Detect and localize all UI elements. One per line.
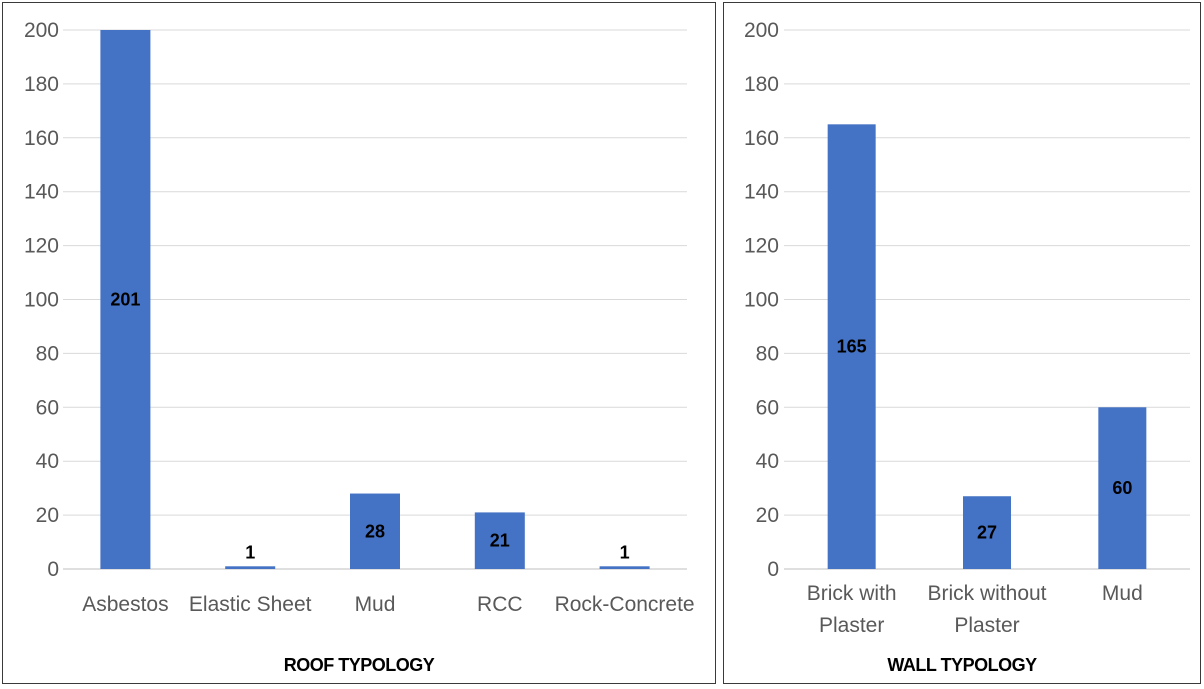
data-label: 60: [1112, 478, 1132, 498]
y-tick-label: 0: [767, 558, 779, 581]
y-tick-label: 140: [24, 181, 59, 204]
y-tick-label: 160: [24, 127, 59, 150]
category-label: Asbestos: [82, 593, 168, 616]
roof-x-axis-title: ROOF TYPOLOGY: [283, 655, 435, 675]
data-label: 165: [837, 337, 867, 357]
y-tick-label: 100: [744, 289, 779, 312]
y-tick-label: 80: [756, 342, 779, 365]
y-tick-label: 120: [744, 235, 779, 258]
y-tick-label: 180: [24, 73, 59, 96]
data-label: 21: [490, 531, 510, 551]
bar: [827, 124, 876, 569]
data-label: 1: [620, 542, 630, 562]
y-tick-label: 20: [36, 504, 59, 527]
bar: [474, 512, 525, 569]
y-tick-label: 200: [744, 19, 779, 42]
data-label: 28: [365, 521, 385, 541]
y-tick-label: 120: [24, 235, 59, 258]
category-label: Elastic Sheet: [189, 593, 312, 616]
y-tick-label: 100: [24, 289, 59, 312]
roof-chart-canvas: 0 20 40 60 80 100 120 140 160 180 200 201 Asbestos 1 E…: [24, 19, 695, 616]
y-tick-label: 60: [36, 396, 59, 419]
y-tick-label: 40: [756, 450, 779, 473]
category-label: Brick without: [927, 582, 1046, 605]
bar: [599, 566, 650, 569]
category-label: Brick with: [807, 582, 897, 605]
category-label: Plaster: [819, 614, 884, 637]
bar: [350, 493, 400, 569]
category-label: Mud: [355, 593, 396, 616]
category-label: Rock-Concrete: [555, 593, 695, 616]
y-tick-label: 40: [36, 450, 59, 473]
y-tick-label: 180: [744, 73, 779, 96]
y-tick-label: 0: [47, 558, 59, 581]
bar: [963, 496, 1011, 569]
y-tick-label: 20: [756, 504, 779, 527]
category-label: Plaster: [954, 614, 1019, 637]
bar: [1098, 407, 1147, 569]
category-label: Mud: [1102, 582, 1143, 605]
bar: [225, 566, 276, 569]
y-tick-label: 80: [36, 342, 59, 365]
wall-typology-chart: 0 20 40 60 80 100 120 140 160 180 200 165 Brick with…: [723, 2, 1201, 684]
y-tick-label: 200: [24, 19, 59, 42]
y-tick-label: 60: [756, 396, 779, 419]
roof-typology-chart: 0 20 40 60 80 100 120 140 160 180 200 201 Asbestos 1 E…: [2, 2, 716, 684]
y-tick-label: 160: [744, 127, 779, 150]
data-label: 1: [245, 542, 255, 562]
y-tick-label: 140: [744, 181, 779, 204]
wall-x-axis-title: WALL TYPOLOGY: [887, 655, 1037, 675]
category-label: RCC: [477, 593, 523, 616]
wall-chart-canvas: 0 20 40 60 80 100 120 140 160 180 200 165 Brick with…: [744, 19, 1190, 637]
bar: [100, 30, 151, 569]
data-label: 201: [110, 290, 140, 310]
data-label: 27: [977, 523, 997, 543]
